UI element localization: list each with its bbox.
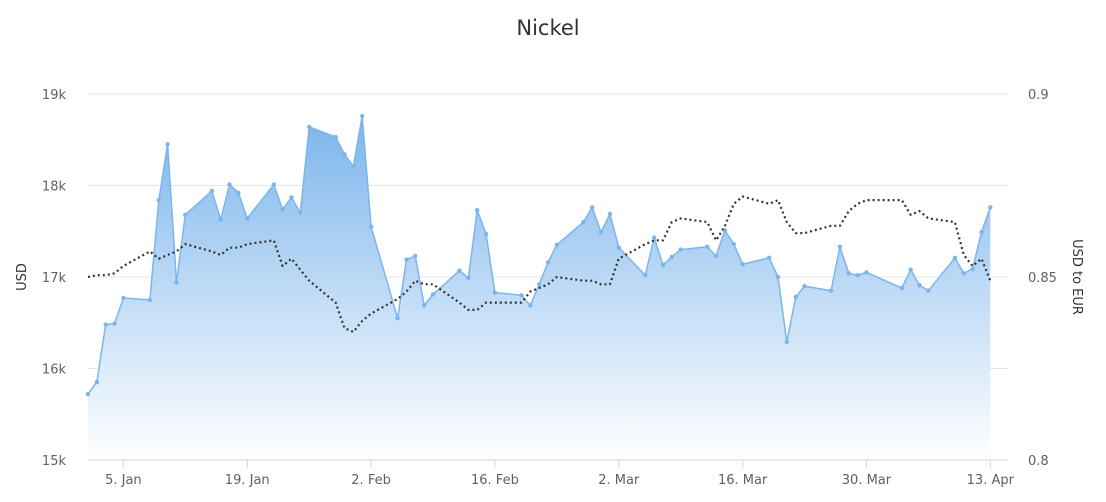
price-point[interactable] <box>713 253 719 259</box>
x-tick-label: 2. Mar <box>598 473 640 488</box>
price-point[interactable] <box>864 270 869 275</box>
price-point[interactable] <box>174 280 179 285</box>
price-point[interactable] <box>660 262 666 268</box>
price-point[interactable] <box>333 134 338 140</box>
price-point[interactable] <box>422 303 427 308</box>
price-point[interactable] <box>828 288 834 293</box>
price-point[interactable] <box>669 254 674 260</box>
price-point[interactable] <box>183 212 188 217</box>
price-point[interactable] <box>351 164 356 169</box>
price-point[interactable] <box>581 219 586 225</box>
y-tick-label-left: 18k <box>42 180 67 195</box>
price-point[interactable] <box>298 210 303 216</box>
price-point[interactable] <box>837 244 843 249</box>
price-point[interactable] <box>961 271 966 276</box>
price-point[interactable] <box>342 152 347 157</box>
price-point[interactable] <box>457 268 462 273</box>
price-point[interactable] <box>917 283 922 288</box>
price-point[interactable] <box>94 380 100 385</box>
x-tick-label: 2. Feb <box>351 473 391 488</box>
price-point[interactable] <box>156 197 161 203</box>
price-point[interactable] <box>368 224 374 229</box>
price-point[interactable] <box>528 303 533 308</box>
price-point[interactable] <box>952 255 958 260</box>
price-point[interactable] <box>430 292 436 297</box>
price-point[interactable] <box>979 230 984 235</box>
price-point[interactable] <box>85 391 91 397</box>
price-point[interactable] <box>970 266 975 271</box>
price-point[interactable] <box>360 113 365 119</box>
price-point[interactable] <box>740 262 745 267</box>
price-point[interactable] <box>598 230 604 235</box>
price-point[interactable] <box>475 208 480 213</box>
price-point[interactable] <box>899 285 904 291</box>
price-point[interactable] <box>289 195 294 200</box>
price-point[interactable] <box>245 216 250 221</box>
price-point[interactable] <box>705 244 710 249</box>
price-point[interactable] <box>413 253 418 259</box>
x-tick-label: 30. Mar <box>842 473 892 488</box>
price-point[interactable] <box>404 257 409 262</box>
y-axis-right-title: USD to EUR <box>1069 239 1084 315</box>
y-tick-label-left: 19k <box>42 88 67 103</box>
price-point[interactable] <box>537 282 542 287</box>
price-point[interactable] <box>643 273 648 278</box>
price-point[interactable] <box>519 293 524 298</box>
price-point[interactable] <box>236 190 241 195</box>
price-point[interactable] <box>209 188 214 194</box>
price-point[interactable] <box>793 294 798 300</box>
price-point[interactable] <box>652 235 657 240</box>
y-tick-label-left: 17k <box>42 271 67 286</box>
price-point[interactable] <box>307 124 312 130</box>
price-point[interactable] <box>280 207 285 212</box>
price-point[interactable] <box>218 217 223 222</box>
price-point[interactable] <box>802 283 807 289</box>
price-point[interactable] <box>988 205 993 210</box>
chart-title: Nickel <box>516 16 579 40</box>
x-tick-label: 5. Jan <box>105 473 142 488</box>
price-point[interactable] <box>165 142 170 147</box>
price-point[interactable] <box>616 245 621 250</box>
price-point[interactable] <box>271 182 276 187</box>
x-tick-label: 16. Mar <box>718 473 768 488</box>
fx-rate-series <box>87 195 992 333</box>
price-point[interactable] <box>731 241 736 247</box>
price-points[interactable] <box>85 113 993 397</box>
price-point[interactable] <box>112 321 117 326</box>
price-point[interactable] <box>678 247 683 252</box>
price-point[interactable] <box>855 273 860 278</box>
y-axis-left-title: USD <box>15 263 30 291</box>
price-point[interactable] <box>466 275 471 281</box>
price-point[interactable] <box>607 211 613 217</box>
price-point[interactable] <box>784 339 789 345</box>
price-point[interactable] <box>227 182 232 187</box>
price-point[interactable] <box>483 231 489 237</box>
price-point[interactable] <box>908 267 913 272</box>
axes: 15k 16k 17k 18k 19k 0.8 0.85 0.9 5. Jan 19. Jan 2.… <box>42 88 1057 488</box>
y-tick-label-right: 0.8 <box>1028 454 1049 469</box>
price-point[interactable] <box>121 295 126 301</box>
price-point[interactable] <box>103 322 108 327</box>
price-point[interactable] <box>926 288 931 293</box>
y-tick-label-right: 0.85 <box>1028 271 1057 286</box>
x-tick-label: 16. Feb <box>471 473 519 488</box>
y-tick-label-left: 16k <box>42 363 67 378</box>
price-point[interactable] <box>767 255 772 260</box>
price-point[interactable] <box>590 205 595 210</box>
price-point[interactable] <box>395 316 400 321</box>
x-tick-label: 19. Jan <box>225 473 270 488</box>
x-tick-label: 13. Apr <box>967 473 1015 488</box>
price-point[interactable] <box>775 274 781 280</box>
price-point[interactable] <box>545 260 551 265</box>
price-point[interactable] <box>846 271 851 276</box>
fx-rate-line <box>87 195 992 333</box>
y-tick-label-left: 15k <box>42 454 67 469</box>
price-point[interactable] <box>147 297 153 303</box>
y-tick-label-right: 0.9 <box>1028 88 1049 103</box>
price-point[interactable] <box>554 242 559 248</box>
price-point[interactable] <box>492 290 498 295</box>
